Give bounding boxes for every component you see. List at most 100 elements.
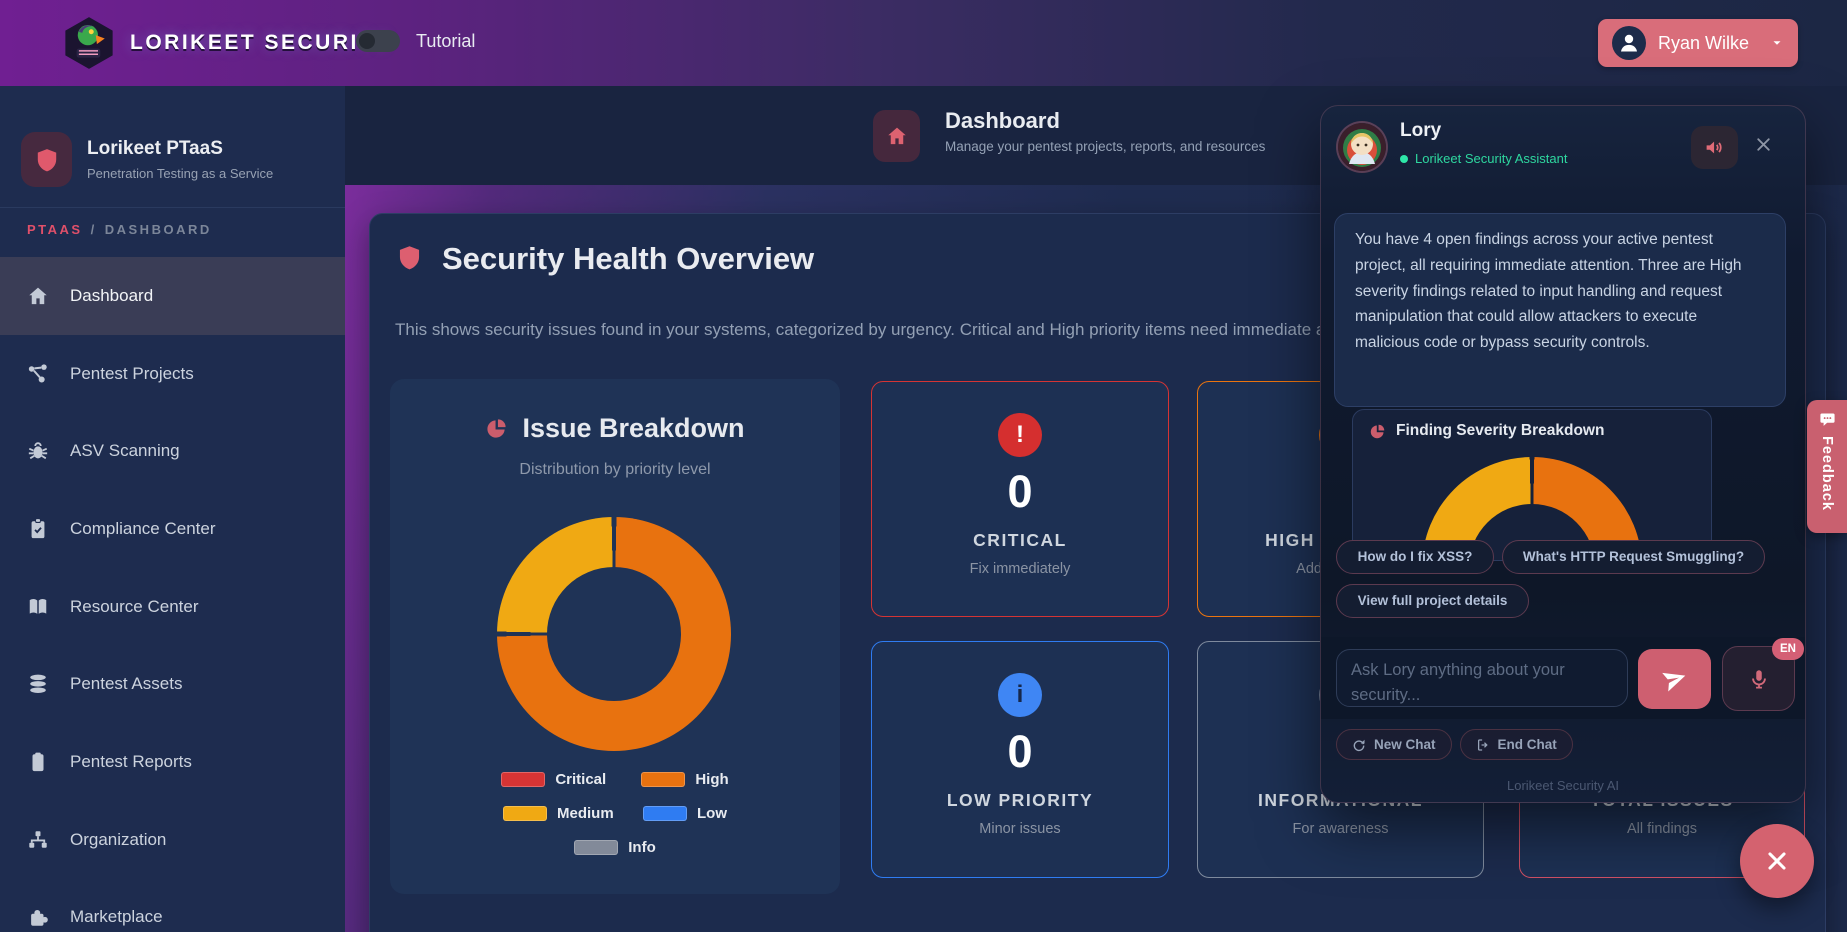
exit-icon bbox=[1476, 738, 1490, 752]
home-icon bbox=[27, 285, 49, 307]
sidebar-item-pentest-assets[interactable]: Pentest Assets bbox=[0, 645, 345, 723]
critical-card: ! 0 CRITICAL Fix immediately bbox=[871, 381, 1169, 617]
user-avatar-icon bbox=[1612, 26, 1646, 60]
sidebar-item-marketplace[interactable]: Marketplace bbox=[0, 879, 345, 932]
legend-item-low[interactable]: Low bbox=[643, 805, 727, 822]
brand-subtitle: Penetration Testing as a Service bbox=[87, 166, 274, 181]
microphone-button[interactable] bbox=[1722, 646, 1795, 711]
chat-input[interactable] bbox=[1336, 649, 1628, 707]
user-name: Ryan Wilke bbox=[1658, 32, 1750, 53]
chip-view-project-details[interactable]: View full project details bbox=[1336, 584, 1529, 618]
report-file-icon bbox=[27, 751, 49, 773]
info-icon: i bbox=[998, 673, 1042, 717]
close-icon[interactable] bbox=[1753, 134, 1774, 155]
assistant-name: Lory bbox=[1400, 120, 1442, 141]
sidebar-item-asv-scanning[interactable]: ASV Scanning bbox=[0, 412, 345, 490]
chat-actions: New Chat End Chat bbox=[1336, 729, 1573, 760]
alert-exclamation-icon: ! bbox=[998, 413, 1042, 457]
sidebar-brand: Lorikeet PTaaS Penetration Testing as a … bbox=[21, 132, 273, 187]
issue-breakdown-donut[interactable] bbox=[497, 517, 731, 751]
paper-plane-icon bbox=[1658, 663, 1691, 696]
sidebar-nav: Dashboard Pentest Projects ASV Scanning … bbox=[0, 257, 345, 932]
sidebar-item-organization[interactable]: Organization bbox=[0, 801, 345, 879]
book-open-icon bbox=[27, 596, 49, 618]
brand-logo[interactable]: LORIKEET SECURITY bbox=[62, 15, 391, 71]
tutorial-toggle[interactable] bbox=[356, 30, 400, 52]
chip-fix-xss[interactable]: How do I fix XSS? bbox=[1336, 540, 1494, 574]
legend-swatch-medium bbox=[503, 805, 547, 821]
legend-swatch-low bbox=[643, 805, 687, 821]
lory-chat-panel: Lory Lorikeet Security Assistant You hav… bbox=[1320, 105, 1806, 803]
chat-fab-close-button[interactable] bbox=[1740, 824, 1814, 898]
lorikeet-parrot-logo-icon bbox=[62, 15, 116, 71]
tutorial-toggle-knob bbox=[359, 33, 375, 49]
assistant-message: You have 4 open findings across your act… bbox=[1334, 213, 1786, 407]
pie-chart-icon bbox=[1369, 423, 1386, 440]
speech-bubble-icon bbox=[1819, 411, 1836, 428]
refresh-icon bbox=[1352, 738, 1366, 752]
critical-label: CRITICAL bbox=[973, 530, 1067, 550]
speaker-mute-button[interactable] bbox=[1691, 126, 1738, 169]
feedback-tab[interactable]: Feedback bbox=[1807, 400, 1847, 533]
donut-hole bbox=[547, 567, 681, 701]
clipboard-check-icon bbox=[27, 518, 49, 540]
breadcrumb-section[interactable]: PTAAS bbox=[27, 221, 83, 237]
database-icon bbox=[27, 673, 49, 695]
puzzle-icon bbox=[27, 906, 49, 928]
microphone-icon bbox=[1748, 668, 1770, 690]
overview-description: This shows security issues found in your… bbox=[395, 320, 1386, 339]
page-subtitle: Manage your pentest projects, reports, a… bbox=[945, 139, 1266, 154]
chevron-down-icon bbox=[1770, 36, 1784, 50]
chat-footer-brand: Lorikeet Security AI bbox=[1507, 778, 1619, 793]
chat-input-bar: EN bbox=[1321, 637, 1805, 719]
low-subtitle: Minor issues bbox=[979, 821, 1061, 837]
sidebar-item-compliance-center[interactable]: Compliance Center bbox=[0, 490, 345, 568]
online-status-dot bbox=[1400, 154, 1408, 163]
legend-item-info[interactable]: Info bbox=[574, 839, 656, 856]
legend-swatch-info bbox=[574, 839, 619, 855]
top-bar: LORIKEET SECURITY Tutorial Ryan Wilke bbox=[0, 0, 1847, 86]
feedback-label: Feedback bbox=[1819, 436, 1835, 511]
sidebar-item-resource-center[interactable]: Resource Center bbox=[0, 568, 345, 646]
pie-chart-icon bbox=[485, 417, 508, 440]
low-priority-card: i 0 LOW PRIORITY Minor issues bbox=[871, 641, 1169, 878]
brand-logo-text: LORIKEET SECURITY bbox=[130, 31, 391, 54]
dashboard-home-icon bbox=[873, 110, 920, 162]
issue-breakdown-panel: Issue Breakdown Distribution by priority… bbox=[390, 379, 840, 894]
sidebar-item-pentest-projects[interactable]: Pentest Projects bbox=[0, 335, 345, 413]
shield-icon bbox=[396, 244, 423, 271]
breadcrumb-page: DASHBOARD bbox=[104, 221, 212, 237]
low-count: 0 bbox=[1007, 726, 1033, 777]
chip-http-request-smuggling[interactable]: What's HTTP Request Smuggling? bbox=[1502, 540, 1765, 574]
total-subtitle: All findings bbox=[1626, 821, 1698, 837]
sidebar-item-pentest-reports[interactable]: Pentest Reports bbox=[0, 723, 345, 801]
critical-subtitle: Fix immediately bbox=[969, 561, 1071, 577]
close-icon bbox=[1764, 848, 1790, 874]
legend-swatch-high bbox=[641, 771, 686, 787]
informational-subtitle: For awareness bbox=[1292, 821, 1389, 837]
speaker-icon bbox=[1704, 137, 1725, 158]
legend-item-critical[interactable]: Critical bbox=[501, 771, 641, 788]
language-badge[interactable]: EN bbox=[1772, 638, 1804, 660]
finding-severity-title: Finding Severity Breakdown bbox=[1396, 422, 1605, 439]
sidebar-item-dashboard[interactable]: Dashboard bbox=[0, 257, 345, 335]
legend-item-medium[interactable]: Medium bbox=[503, 805, 643, 822]
assistant-status: Lorikeet Security Assistant bbox=[1400, 151, 1567, 166]
breadcrumb: PTAAS / DASHBOARD bbox=[27, 221, 212, 237]
sidebar: Lorikeet PTaaS Penetration Testing as a … bbox=[0, 86, 345, 932]
critical-count: 0 bbox=[1007, 466, 1033, 517]
shield-icon bbox=[21, 132, 72, 187]
tutorial-label: Tutorial bbox=[416, 30, 476, 51]
user-menu-button[interactable]: Ryan Wilke bbox=[1598, 19, 1798, 67]
new-chat-button[interactable]: New Chat bbox=[1336, 729, 1452, 760]
send-button[interactable] bbox=[1638, 649, 1711, 709]
assistant-avatar bbox=[1338, 123, 1386, 171]
legend-item-high[interactable]: High bbox=[641, 771, 729, 788]
sidebar-divider bbox=[0, 207, 345, 208]
sitemap-icon bbox=[27, 829, 49, 851]
issue-breakdown-title: Issue Breakdown bbox=[522, 413, 745, 443]
page-title: Dashboard bbox=[945, 108, 1060, 133]
end-chat-button[interactable]: End Chat bbox=[1459, 729, 1573, 760]
chart-legend: Critical High Medium bbox=[390, 762, 840, 864]
